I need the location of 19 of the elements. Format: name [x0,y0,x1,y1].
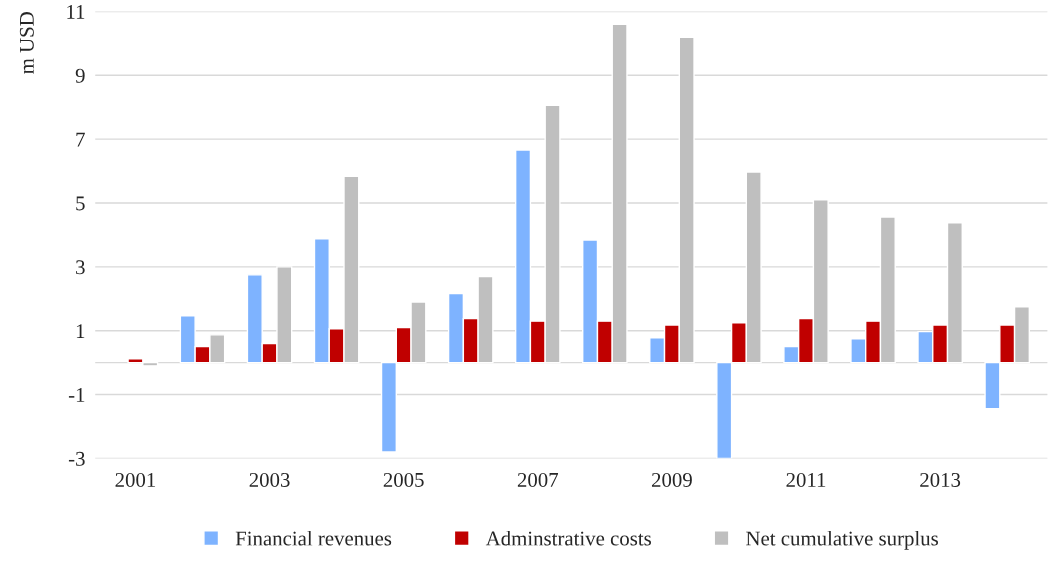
legend-label: Financial revenues [235,530,392,546]
x-tick-label: 2005 [383,472,424,487]
y-tick-label: -1 [68,388,85,402]
x-tick-label: 2003 [249,472,290,487]
y-tick-label: 1 [76,324,85,338]
y-tick-label: -3 [68,451,85,466]
y-tick-label: 3 [76,260,85,275]
x-tick-label: 2009 [651,472,692,487]
x-tick-label: 2007 [517,472,559,487]
legend-label: Adminstrative costs [485,530,651,546]
y-axis-title: m USD [19,12,34,74]
x-tick-label: 2001 [115,472,156,487]
y-tick-label: 9 [75,68,85,83]
y-tick-label: 5 [76,196,85,211]
x-tick-label: 2011 [786,472,826,487]
x-tick-label: 2013 [920,472,961,487]
y-tick-label: 7 [76,132,85,147]
legend-label: Net cumulative surplus [746,530,938,550]
y-tick-label: 11 [67,4,85,19]
